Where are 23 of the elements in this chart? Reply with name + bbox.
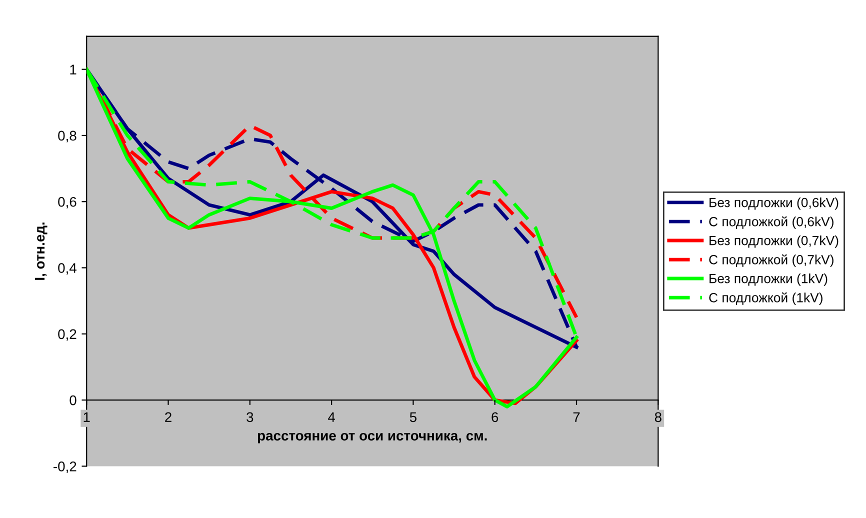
x-tick-label: 1 [84, 412, 90, 422]
y-tick-label: 1 [70, 64, 76, 74]
legend-label: Без подложки (0,6kV) [710, 198, 838, 210]
legend-label: С подложкой (1kV) [709, 292, 822, 305]
legend-label: Без подложки (0,7kV) [710, 236, 838, 248]
legend-label: С подложкой (0,6kV) [709, 216, 834, 229]
x-tick-label: 8 [654, 412, 662, 422]
y-tick-label: 0,8 [58, 130, 76, 142]
legend-label: С подложкой (0,7kV) [709, 254, 834, 267]
y-tick-label: 0,6 [58, 196, 76, 208]
x-tick-label: 2 [165, 412, 172, 422]
x-tick-label: 4 [328, 412, 336, 422]
y-tick-label: -0,2 [54, 462, 76, 474]
x-tick-label: 5 [410, 412, 416, 422]
y-tick-label: 0 [70, 395, 76, 406]
legend-label: Без подложки (1kV) [710, 274, 828, 286]
y-tick-label: 0,4 [58, 263, 76, 275]
x-tick-label: 3 [246, 412, 254, 422]
x-tick-label: 7 [573, 412, 580, 422]
y-tick-label: 0,2 [58, 329, 76, 341]
x-axis-title: расстояние от оси источника, см. [258, 432, 487, 444]
y-axis-title: I, отн.ед. [34, 222, 48, 280]
x-tick-label: 6 [492, 412, 498, 422]
